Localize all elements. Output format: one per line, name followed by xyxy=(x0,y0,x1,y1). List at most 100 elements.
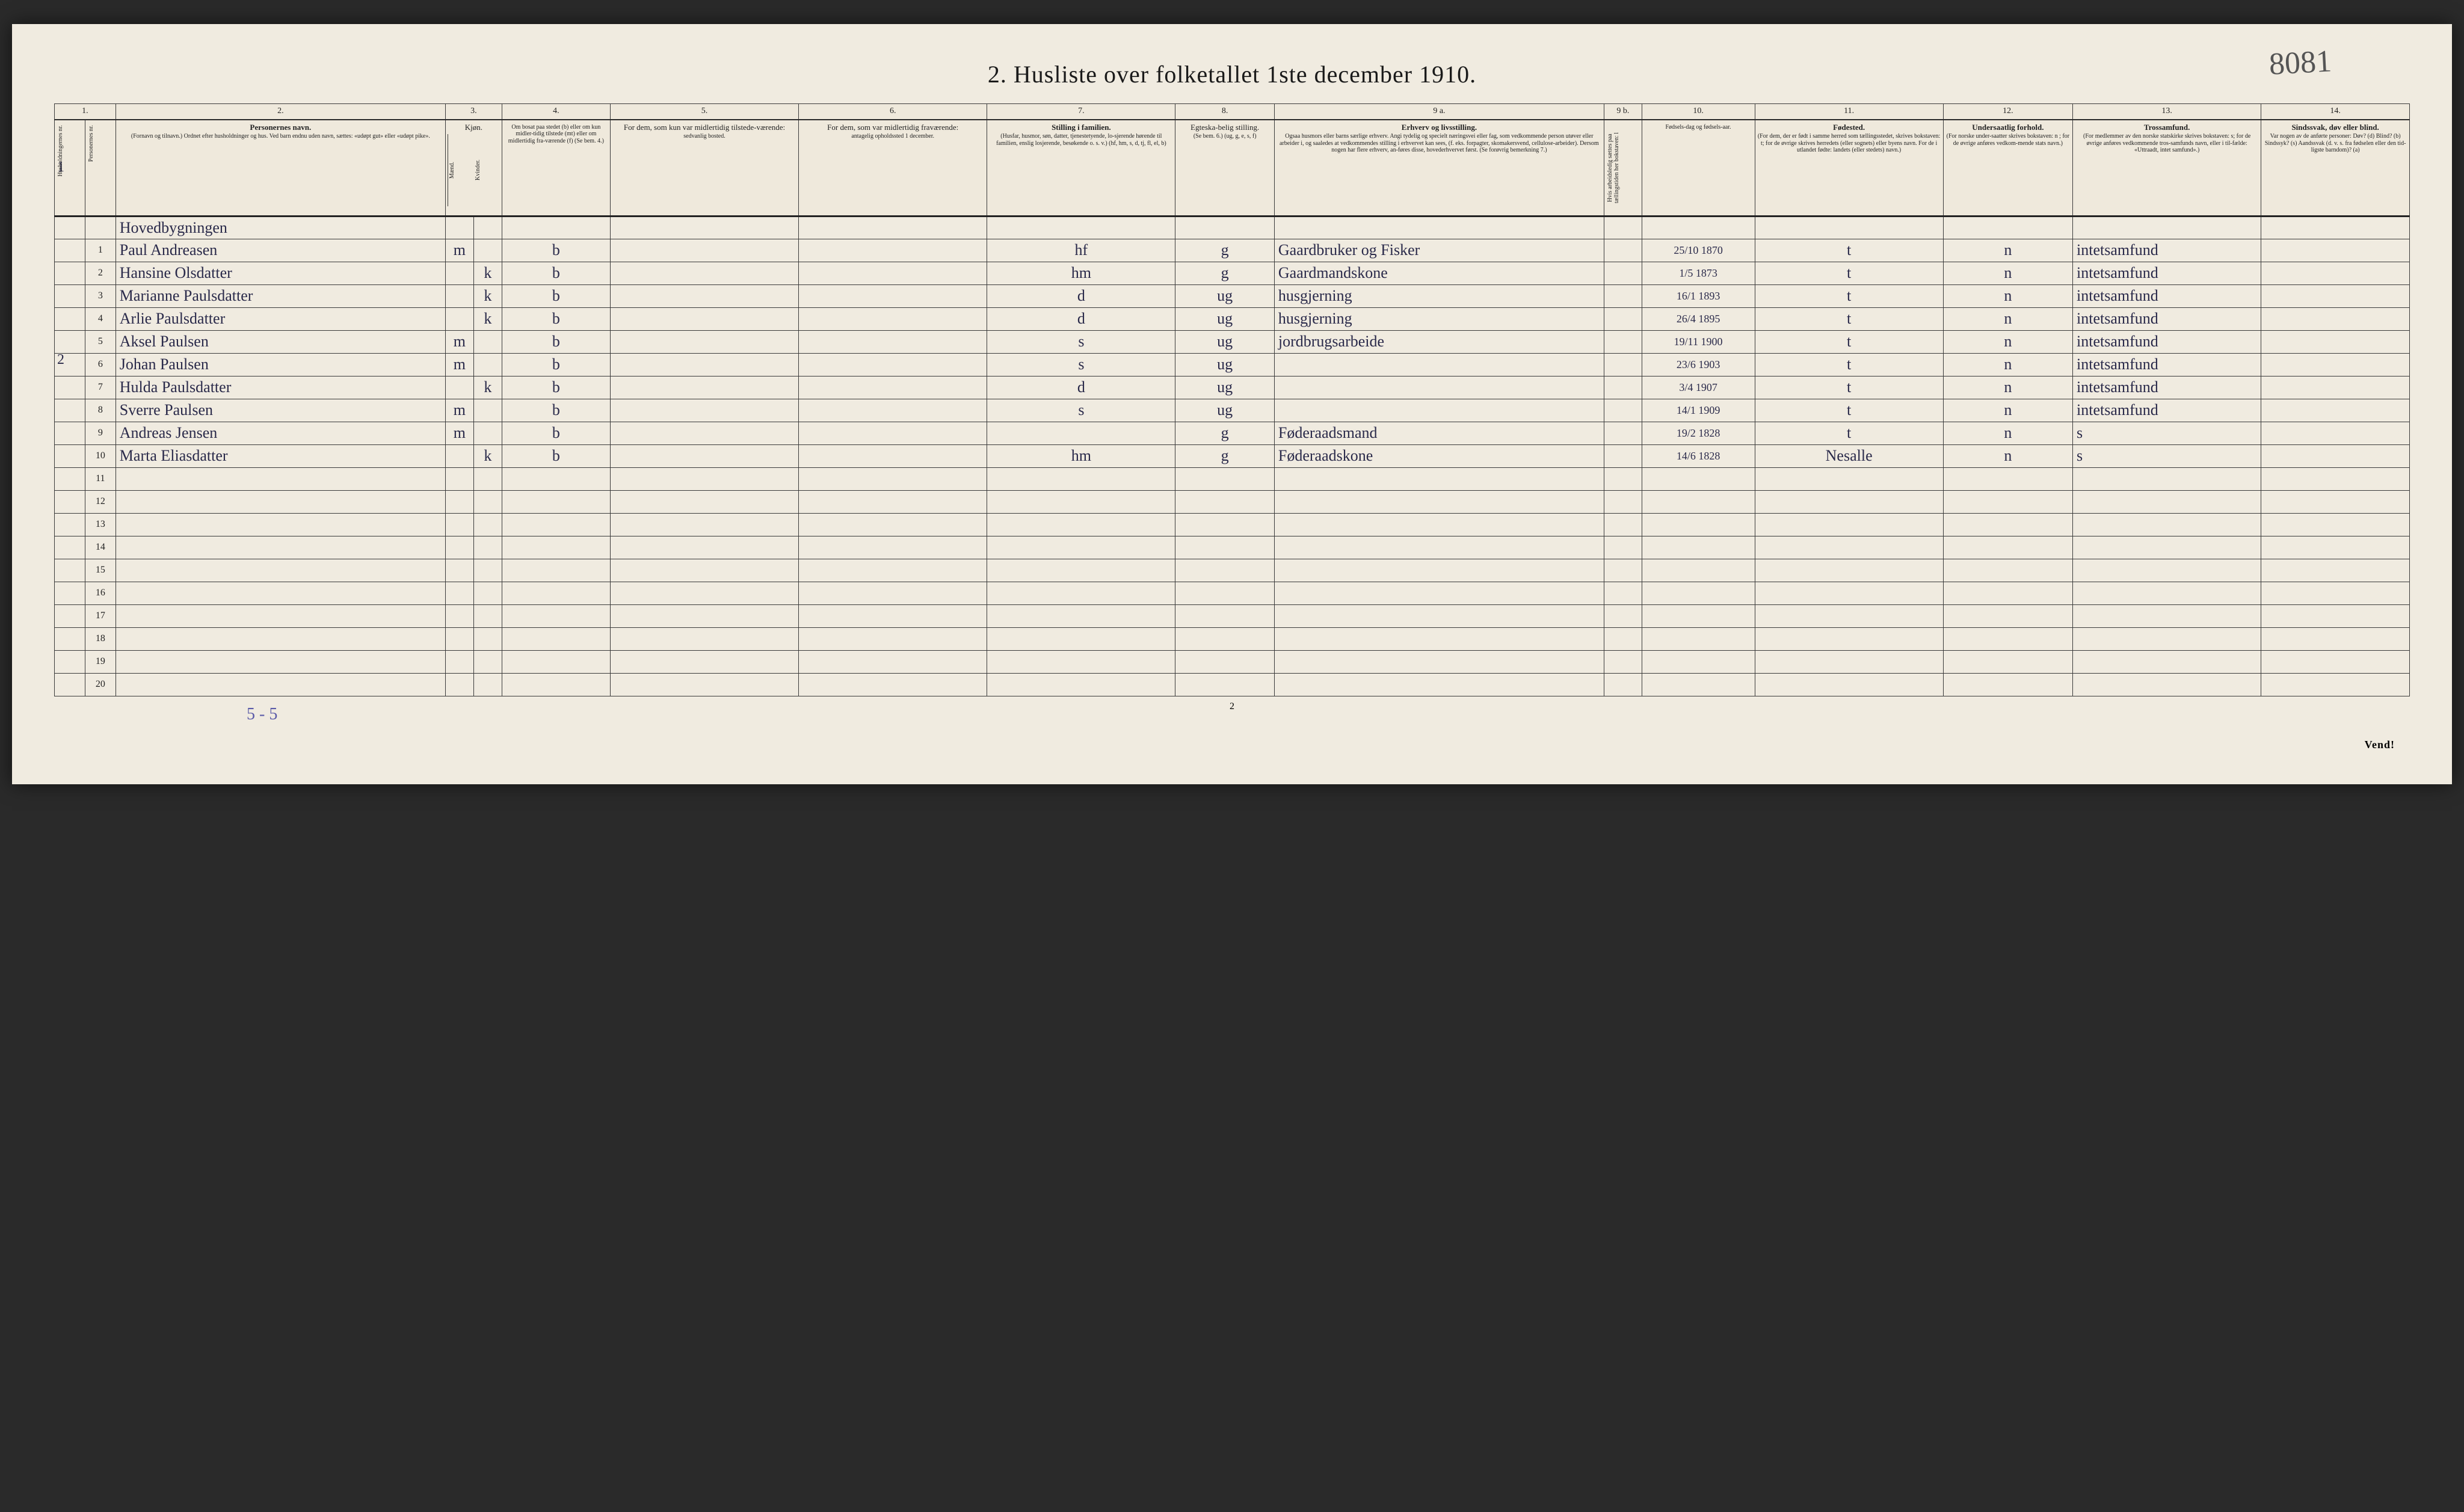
coln-11: 11. xyxy=(1755,104,1943,120)
cell-marital xyxy=(1175,673,1274,696)
cell-religion: intetsamfund xyxy=(2073,376,2261,399)
cell-marital: ug xyxy=(1175,284,1274,307)
cell-c6 xyxy=(799,627,987,650)
cell-religion: intetsamfund xyxy=(2073,330,2261,353)
cell-c6 xyxy=(799,490,987,513)
cell-household-nr xyxy=(55,673,85,696)
cell-birthdate: 3/4 1907 xyxy=(1642,376,1755,399)
cell-unemployed xyxy=(1604,490,1642,513)
cell-citizenship xyxy=(1943,627,2072,650)
cell-person-nr: 10 xyxy=(85,444,116,467)
cell-residence: b xyxy=(502,376,610,399)
cell-religion xyxy=(2073,582,2261,604)
cell-sex-m xyxy=(445,582,473,604)
coln-12: 12. xyxy=(1943,104,2072,120)
cell-c6 xyxy=(799,330,987,353)
cell-religion: intetsamfund xyxy=(2073,284,2261,307)
cell-sex-k xyxy=(473,490,502,513)
cell-birthplace: t xyxy=(1755,239,1943,262)
hdr-c7-title: Stilling i familien. xyxy=(1052,123,1111,132)
cell-sex-k xyxy=(473,422,502,444)
cell-marital xyxy=(1175,650,1274,673)
hdr-c11-title: Fødested. xyxy=(1833,123,1865,132)
cell-religion: intetsamfund xyxy=(2073,353,2261,376)
pencil-annotation: 5 - 5 xyxy=(247,705,277,724)
cell-name xyxy=(116,673,445,696)
cell-household-nr xyxy=(55,627,85,650)
cell-sex-k xyxy=(473,216,502,239)
cell-marital: g xyxy=(1175,444,1274,467)
cell-sex-k xyxy=(473,627,502,650)
cell-person-nr: 11 xyxy=(85,467,116,490)
cell-family-pos: hm xyxy=(987,444,1175,467)
cell-family-pos xyxy=(987,422,1175,444)
hdr-sex-k: Kvinder. xyxy=(474,134,500,206)
cell-household-nr xyxy=(55,399,85,422)
cell-residence xyxy=(502,627,610,650)
cell-residence xyxy=(502,513,610,536)
cell-sex-k: k xyxy=(473,307,502,330)
cell-household-nr xyxy=(55,262,85,284)
hdr-c9-title: Erhverv og livsstilling. xyxy=(1402,123,1477,132)
cell-person-nr: 17 xyxy=(85,604,116,627)
hdr-c5-title: For dem, som kun var midlertidig tilsted… xyxy=(624,123,785,132)
table-row: 2Hansine OlsdatterkbhmgGaardmandskone1/5… xyxy=(55,262,2410,284)
cell-residence xyxy=(502,582,610,604)
cell-residence xyxy=(502,536,610,559)
cell-person-nr: 15 xyxy=(85,559,116,582)
cell-residence xyxy=(502,559,610,582)
cell-c6 xyxy=(799,444,987,467)
cell-unemployed xyxy=(1604,604,1642,627)
table-row: 3Marianne Paulsdatterkbdughusgjerning16/… xyxy=(55,284,2410,307)
cell-birthdate xyxy=(1642,467,1755,490)
cell-birthplace xyxy=(1755,604,1943,627)
cell-citizenship: n xyxy=(1943,307,2072,330)
cell-household-nr xyxy=(55,284,85,307)
footer-page-number: 2 xyxy=(54,701,2410,712)
cell-family-pos: d xyxy=(987,307,1175,330)
cell-occupation xyxy=(1274,513,1604,536)
coln-3: 3. xyxy=(445,104,502,120)
cell-person-nr: 3 xyxy=(85,284,116,307)
cell-sex-m xyxy=(445,513,473,536)
cell-sex-m: m xyxy=(445,399,473,422)
cell-birthplace xyxy=(1755,559,1943,582)
cell-c5 xyxy=(610,604,798,627)
cell-sex-m xyxy=(445,444,473,467)
cell-name: Johan Paulsen xyxy=(116,353,445,376)
cell-name: Marta Eliasdatter xyxy=(116,444,445,467)
cell-citizenship xyxy=(1943,559,2072,582)
table-row: 1Paul AndreasenmbhfgGaardbruker og Fiske… xyxy=(55,239,2410,262)
cell-person-nr: 4 xyxy=(85,307,116,330)
cell-name: Andreas Jensen xyxy=(116,422,445,444)
cell-birthplace: t xyxy=(1755,307,1943,330)
hdr-name-title: Personernes navn. xyxy=(250,123,311,132)
cell-marital xyxy=(1175,627,1274,650)
cell-family-pos: s xyxy=(987,399,1175,422)
cell-religion xyxy=(2073,467,2261,490)
cell-religion xyxy=(2073,216,2261,239)
cell-sex-m xyxy=(445,490,473,513)
cell-c6 xyxy=(799,513,987,536)
cell-marital: ug xyxy=(1175,376,1274,399)
cell-c6 xyxy=(799,650,987,673)
cell-birthplace: t xyxy=(1755,376,1943,399)
cell-birthdate: 14/1 1909 xyxy=(1642,399,1755,422)
cell-citizenship xyxy=(1943,216,2072,239)
hdr-citizenship: Undersaatlig forhold. (For norske under-… xyxy=(1943,120,2072,217)
table-row: 20 xyxy=(55,673,2410,696)
cell-religion xyxy=(2073,536,2261,559)
cell-c5 xyxy=(610,513,798,536)
table-row: 18 xyxy=(55,627,2410,650)
hdr-birthplace: Fødested. (For dem, der er født i samme … xyxy=(1755,120,1943,217)
cell-household-nr xyxy=(55,490,85,513)
cell-household-nr xyxy=(55,467,85,490)
cell-person-nr xyxy=(85,216,116,239)
hdr-c13-sub: (For medlemmer av den norske statskirke … xyxy=(2075,133,2259,154)
cell-family-pos: hm xyxy=(987,262,1175,284)
hdr-c12-sub: (For norske under-saatter skrives boksta… xyxy=(1945,133,2071,147)
cell-name: Hulda Paulsdatter xyxy=(116,376,445,399)
cell-religion xyxy=(2073,604,2261,627)
page-number-handwritten: 8081 xyxy=(2268,43,2333,82)
cell-disability xyxy=(2261,307,2410,330)
